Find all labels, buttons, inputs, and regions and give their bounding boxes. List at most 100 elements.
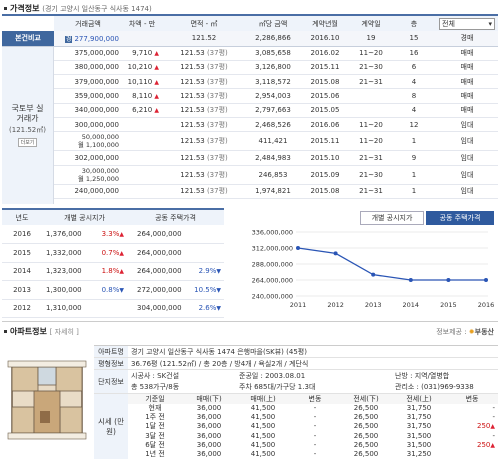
rent-change: - <box>492 404 496 413</box>
col-header-floor: 층 <box>410 19 418 28</box>
sale-low: 36,000 <box>196 440 222 449</box>
price-date: 1달 전 <box>145 422 165 431</box>
up-arrow-icon: ▲ <box>154 107 159 115</box>
tab-land-price[interactable]: 개별 공시지가 <box>360 211 424 225</box>
row-diff <box>122 132 162 151</box>
row-ym: 2015.10 <box>310 153 340 162</box>
row-amount: 30,000,000 월 1,250,000 <box>77 166 119 183</box>
row-kind: 매매 <box>460 92 474 101</box>
rent-low: 26,500 <box>353 431 379 440</box>
row-kind: 임대 <box>460 170 474 179</box>
row-per-m2: 2,954,003 <box>255 92 291 101</box>
compare-per-m2: 2,286,866 <box>255 34 291 43</box>
rent-change <box>446 450 498 459</box>
row-day: 11~20 <box>359 49 383 58</box>
apt-info-table: 아파트명 경기 고양시 일산동구 식사동 1474 은행마을(SK뷰) (45평… <box>94 345 499 460</box>
row-amount: 359,000,000 <box>74 92 119 101</box>
compare-floor: 15 <box>409 34 419 43</box>
chart-y-tick-label: 312,000,000 <box>252 245 293 253</box>
apt-price-col-header: 기준일 <box>128 393 182 404</box>
sale-low: 36,000 <box>196 413 222 422</box>
row-amount: 50,000,000 월 1,100,000 <box>77 133 119 150</box>
row-per-m2: 2,468,526 <box>255 120 291 129</box>
molit-more-link[interactable]: 더보기 <box>17 138 38 147</box>
rent-high: 31,500 <box>406 431 432 440</box>
apt-price-row: 1달 전 36,000 41,500 - 26,500 31,750 250▲ <box>94 422 498 431</box>
chart-x-tick-label: 2016 <box>478 301 495 309</box>
rent-high: 31,750 <box>406 413 432 422</box>
col-header-per-m2: ㎡당 금액 <box>258 19 288 28</box>
row-area: 121.53 (37평) <box>180 77 228 86</box>
notice-land-price: 1,310,000 <box>46 304 82 313</box>
row-per-m2: 246,853 <box>258 170 288 179</box>
apt-price-row: 3달 전 36,000 41,500 - 26,500 31,500 - <box>94 432 498 441</box>
chart-y-tick-label: 288,000,000 <box>252 261 293 269</box>
price-section-location: (경기 고양시 일산동구 식사동 1474) <box>42 5 152 13</box>
apt-price-col-header: 매매(上) <box>236 393 290 404</box>
row-day: 21~31 <box>359 153 383 162</box>
notice-house-price: 272,000,000 10.5%▼ <box>137 285 221 294</box>
up-arrow-icon: ▲ <box>154 78 159 86</box>
notice-year: 2014 <box>13 267 31 276</box>
row-day: 11~20 <box>359 137 383 146</box>
apt-name-value: 경기 고양시 일산동구 식사동 1474 은행마을(SK뷰) (45평) <box>131 347 307 356</box>
chevron-down-icon: ▾ <box>488 19 492 28</box>
row-ym: 2015.11 <box>310 137 340 146</box>
chart-x-tick-label: 2012 <box>327 301 344 309</box>
row-diff <box>122 151 162 165</box>
row-floor: 4 <box>411 77 417 86</box>
row-floor: 8 <box>411 92 417 101</box>
row-ym: 2015.08 <box>310 77 340 86</box>
chart-point <box>333 251 338 256</box>
apt-detail-link[interactable]: 자세히 <box>54 328 74 336</box>
chart-point <box>484 278 488 282</box>
rent-change: - <box>492 413 496 422</box>
apt-area-value: 36.76평 (121.52㎡) / 총 20층 / 방4개 / 욕실2개 / … <box>131 359 309 368</box>
apt-price-row: 6달 전 36,000 41,500 - 26,500 31,500 250▲ <box>94 441 498 450</box>
chart-series-line <box>297 247 486 281</box>
col-header-year: 년도 <box>15 213 29 222</box>
chart-x-tick-label: 2011 <box>290 301 307 309</box>
row-area: 121.53 (37평) <box>180 170 228 179</box>
bullet-icon <box>4 330 7 333</box>
compare-amount: 277,900,000 <box>74 34 119 43</box>
sale-change: - <box>313 440 317 449</box>
notice-house-price: 304,000,000 2.6%▼ <box>137 304 221 313</box>
sale-change: - <box>313 431 317 440</box>
type-filter-select[interactable]: 전체 ▾ <box>439 17 495 30</box>
row-floor: 6 <box>411 63 417 72</box>
notice-row: 2012 1,310,000 304,000,000 2.6%▼ <box>2 299 224 318</box>
row-kind: 매매 <box>460 106 474 115</box>
compare-row: 본건비교 경 277,900,000 121.52 2,286,866 2016.… <box>2 31 498 46</box>
auction-badge-icon: 경 <box>64 35 73 43</box>
apt-price-row: 현재 36,000 41,500 - 26,500 31,750 - <box>94 404 498 413</box>
up-arrow-icon: ▲ <box>119 249 124 257</box>
row-floor: 12 <box>409 120 419 129</box>
molit-group-label: 국토부 실거래가 (121.52㎡) 더보기 <box>2 47 54 204</box>
price-date: 1주 전 <box>145 413 165 422</box>
rent-low: 26,500 <box>353 450 379 459</box>
compare-area: 121.52 <box>191 34 217 43</box>
row-kind: 임대 <box>460 153 474 162</box>
row-ym: 2016.02 <box>310 49 340 58</box>
heating-value: 난방 : 지역/열병합 <box>395 371 450 380</box>
chart-x-tick-label: 2015 <box>440 301 457 309</box>
col-header-area: 면적 - ㎡ <box>190 19 218 28</box>
row-kind: 매매 <box>460 49 474 58</box>
rent-high: 31,500 <box>406 440 432 449</box>
complex-info-label: 단지정보 <box>94 369 128 394</box>
house-price-chart: 336,000,000 312,000,000 288,000,000 264,000… <box>252 229 495 310</box>
chart-point <box>296 246 300 250</box>
compare-ym: 2016.10 <box>310 34 340 43</box>
price-row: 300,000,000 121.53 (37평) 2,468,526 2016.06… <box>2 117 498 132</box>
sale-change: - <box>313 413 317 422</box>
row-floor: 1 <box>411 170 417 179</box>
tab-house-price[interactable]: 공동 주택가격 <box>426 211 494 225</box>
completed-value: 준공일 : 2003.08.01 <box>239 371 306 380</box>
row-diff: 6,210 ▲ <box>132 106 159 115</box>
price-row: 340,000,000 6,210 ▲ 121.53 (37평) 2,797,663 2… <box>2 103 498 118</box>
row-day <box>350 103 392 117</box>
down-arrow-icon: ▼ <box>216 286 221 294</box>
sale-high: 41,500 <box>250 431 276 440</box>
price-row: 240,000,000 121.53 (37평) 1,974,821 2015.08… <box>2 184 498 199</box>
